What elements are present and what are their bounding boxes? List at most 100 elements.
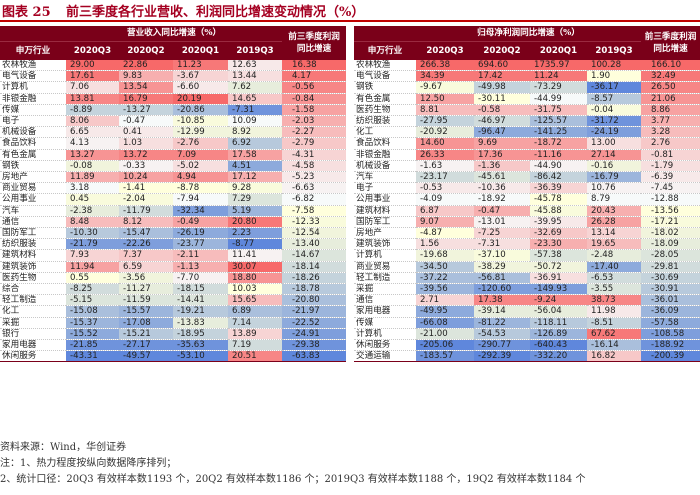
- growth-cell: -57.38: [530, 249, 587, 262]
- table-row: 农林牧渔 266.38 694.60 1735.97 100.28 166.10: [354, 60, 700, 72]
- growth-cell: 0.55: [66, 272, 119, 285]
- industry-cell: 国防军工: [0, 227, 66, 240]
- growth-cell: -8.89: [66, 104, 119, 117]
- growth-cell: -22.26: [119, 238, 173, 251]
- table-row: 公用事业 -4.09 -18.92 -45.78 8.79 -12.88: [354, 193, 700, 206]
- tables-area: 营业收入同比增速（%） 前三季度利润同比增速 申万行业 2020Q3 2020Q…: [0, 26, 700, 434]
- combined-growth-cell: -12.33: [282, 216, 347, 229]
- combined-growth-cell: -5.23: [282, 171, 347, 184]
- combined-growth-cell: 166.10: [641, 60, 700, 72]
- period-header: 2020Q1: [530, 41, 587, 60]
- growth-cell: -4.87: [416, 227, 474, 240]
- growth-cell: 26.33: [416, 149, 474, 161]
- industry-cell: 公用事业: [0, 193, 66, 206]
- combined-growth-cell: -18.78: [282, 283, 347, 296]
- period-header: 2020Q3: [66, 41, 119, 60]
- growth-cell: 7.19: [228, 339, 283, 352]
- table-row: 计算机 -21.00 -54.53 -126.89 67.62 -108.58: [354, 328, 700, 341]
- growth-cell: 11.89: [66, 171, 119, 184]
- growth-cell: -292.39: [474, 350, 530, 363]
- industry-cell: 通信: [354, 294, 416, 307]
- growth-cell: 10.09: [228, 115, 283, 128]
- industry-cell: 交通运输: [354, 350, 416, 363]
- growth-cell: -23.30: [530, 238, 587, 251]
- table-row: 休闲服务 -205.06 -290.77 -640.43 -16.14 -188.92: [354, 339, 700, 352]
- growth-cell: 13.14: [587, 227, 642, 240]
- table-row: 建筑装饰 1.56 -7.31 -23.30 19.65 -18.09: [354, 238, 700, 251]
- profit-group-header: 归母净利润同比增速（%）: [416, 26, 642, 42]
- growth-cell: 11.98: [587, 305, 642, 318]
- industry-cell: 房地产: [354, 227, 416, 240]
- growth-cell: -56.04: [530, 305, 587, 318]
- combined-growth-cell: -13.40: [282, 238, 347, 251]
- growth-cell: -44.90: [530, 160, 587, 173]
- table-row: 公用事业 0.45 -2.04 -7.94 7.29 -6.82: [0, 193, 347, 206]
- combined-growth-cell: -7.45: [641, 182, 700, 195]
- table-row: 商业贸易 3.18 -1.41 -8.78 9.28 -6.63: [0, 182, 347, 195]
- growth-cell: -18.95: [173, 328, 228, 341]
- industry-cell: 公用事业: [354, 193, 416, 206]
- table-row: 建筑装饰 11.94 6.59 -1.13 30.07 -18.14: [0, 261, 347, 273]
- table-row: 汽车 -2.38 -11.79 -32.34 5.19 -7.58: [0, 205, 347, 217]
- growth-cell: -8.78: [173, 182, 228, 195]
- combined-growth-cell: -30.69: [641, 272, 700, 285]
- growth-cell: 17.58: [228, 149, 283, 161]
- growth-cell: -15.08: [66, 305, 119, 318]
- growth-cell: -53.10: [173, 350, 228, 363]
- industry-cell: 休闲服务: [0, 350, 66, 363]
- table-row: 国防军工 9.07 -13.01 -39.95 26.28 -17.21: [354, 216, 700, 229]
- growth-cell: 17.61: [66, 70, 119, 83]
- combined-growth-cell: -18.14: [282, 261, 347, 273]
- growth-cell: -45.61: [474, 171, 530, 184]
- growth-cell: -7.25: [474, 227, 530, 240]
- industry-cell: 汽车: [0, 205, 66, 217]
- growth-cell: 7.29: [228, 193, 283, 206]
- growth-cell: -0.08: [66, 160, 119, 173]
- growth-cell: 13.27: [66, 149, 119, 161]
- table-row: 有色金属 13.27 13.72 7.09 17.58 -4.31: [0, 149, 347, 161]
- table-row: 传媒 -8.89 -13.27 -20.86 -7.31 -1.58: [0, 104, 347, 117]
- combined-growth-cell: -17.21: [641, 216, 700, 229]
- combined-growth-cell: -21.97: [282, 305, 347, 318]
- growth-cell: -118.11: [530, 317, 587, 329]
- table-row: 建筑材料 6.87 -0.47 -45.88 20.43 -13.56: [354, 205, 700, 217]
- growth-cell: -19.21: [173, 305, 228, 318]
- growth-cell: 9.69: [474, 137, 530, 150]
- growth-cell: -21.85: [66, 339, 119, 352]
- table-row: 休闲服务 -43.31 -49.57 -53.10 20.51 -63.83: [0, 350, 347, 363]
- growth-cell: -141.25: [530, 126, 587, 139]
- growth-cell: -18.92: [474, 193, 530, 206]
- industry-cell: 机械设备: [354, 160, 416, 173]
- growth-cell: -1.63: [416, 160, 474, 173]
- growth-cell: -18.15: [173, 283, 228, 296]
- growth-cell: -19.68: [416, 249, 474, 262]
- growth-cell: -18.72: [530, 137, 587, 150]
- growth-cell: -20.86: [173, 104, 228, 117]
- growth-cell: 13.89: [228, 328, 283, 341]
- growth-cell: -50.72: [530, 261, 587, 273]
- growth-cell: -5.02: [173, 160, 228, 173]
- growth-cell: -13.27: [119, 104, 173, 117]
- combined-growth-header: 前三季度利润同比增速: [641, 26, 700, 60]
- growth-cell: -15.21: [119, 328, 173, 341]
- combined-growth-cell: -2.03: [282, 115, 347, 128]
- growth-cell: -3.55: [587, 283, 642, 296]
- industry-cell: 轻工制造: [354, 272, 416, 285]
- growth-cell: -8.51: [587, 317, 642, 329]
- table-row: 轻工制造 -5.15 -11.59 -14.41 15.65 -20.80: [0, 294, 347, 307]
- growth-cell: 14.65: [228, 93, 283, 105]
- growth-cell: -11.16: [530, 149, 587, 161]
- growth-cell: -54.53: [474, 328, 530, 341]
- combined-growth-cell: -14.67: [282, 249, 347, 262]
- table-row: 建筑材料 7.93 7.37 -2.11 11.41 -14.67: [0, 249, 347, 262]
- growth-cell: -8.77: [228, 238, 283, 251]
- growth-cell: -7.31: [228, 104, 283, 117]
- industry-cell: 家用电器: [354, 305, 416, 318]
- combined-growth-cell: -20.80: [282, 294, 347, 307]
- industry-header: 申万行业: [354, 41, 416, 60]
- growth-cell: -27.17: [119, 339, 173, 352]
- table-row: 房地产 -4.87 -7.25 -32.69 13.14 -18.02: [354, 227, 700, 240]
- growth-cell: 6.59: [119, 261, 173, 273]
- combined-growth-cell: 3.77: [641, 115, 700, 128]
- period-header: 2019Q3: [587, 41, 642, 60]
